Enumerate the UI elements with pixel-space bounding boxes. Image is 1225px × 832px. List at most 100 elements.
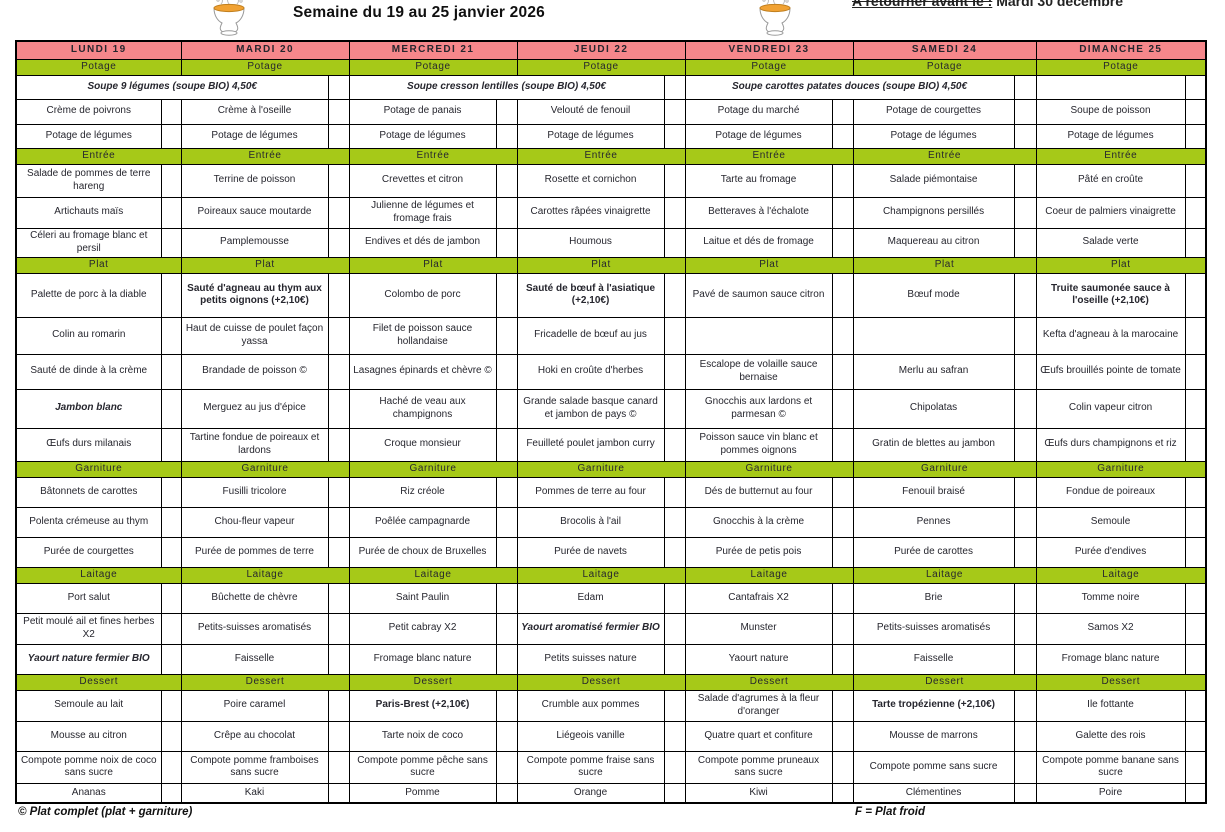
section-header: Garniture — [852, 460, 1037, 478]
menu-cell: Fondue de poireaux — [1035, 476, 1186, 508]
menu-row: Ananas Kaki Pomme Orange Kiwi Clémentines Poir… — [15, 782, 1207, 804]
section-header: Potage — [516, 58, 686, 76]
order-cell — [831, 643, 854, 675]
order-cell — [663, 720, 686, 752]
menu-cell: Potage de légumes — [15, 123, 162, 149]
menu-cell: Pâté en croûte — [1035, 163, 1186, 198]
order-cell — [663, 163, 686, 198]
menu-cell: Tarte au fromage — [684, 163, 833, 198]
menu-table: LUNDI 19 MARDI 20 MERCREDI 21 JEUDI 22 VENDR… — [15, 40, 1208, 804]
menu-cell: Fromage blanc nature — [348, 643, 497, 675]
menu-cell: Pommes de terre au four — [516, 476, 665, 508]
menu-row: LUNDI 19 MARDI 20 MERCREDI 21 JEUDI 22 VENDR… — [15, 40, 1207, 60]
menu-cell: Compote pomme framboises sans sucre — [180, 750, 329, 784]
order-cell — [495, 316, 518, 355]
order-cell — [1184, 353, 1207, 390]
menu-cell: Carottes râpées vinaigrette — [516, 196, 665, 229]
menu-row: Potage Potage Potage Potage Potage Potage Pota… — [15, 58, 1207, 76]
order-cell — [1013, 427, 1037, 462]
order-cell — [327, 582, 350, 614]
menu-row: Bâtonnets de carottes Fusilli tricolore Ri… — [15, 476, 1207, 508]
order-cell — [160, 782, 182, 804]
order-cell — [495, 272, 518, 318]
menu-cell: Compote pomme fraise sans sucre — [516, 750, 665, 784]
order-cell — [160, 476, 182, 508]
section-header: Plat — [684, 256, 854, 274]
order-cell — [495, 536, 518, 568]
menu-cell: Edam — [516, 582, 665, 614]
order-cell — [327, 196, 350, 229]
order-cell — [1013, 720, 1037, 752]
order-cell — [495, 506, 518, 538]
order-cell — [1184, 750, 1207, 784]
section-header: Plat — [348, 256, 518, 274]
menu-row: Dessert Dessert Dessert Dessert Dessert Desse… — [15, 673, 1207, 691]
section-header: Dessert — [348, 673, 518, 691]
order-cell — [1013, 782, 1037, 804]
order-cell — [831, 123, 854, 149]
order-cell — [663, 427, 686, 462]
menu-row: Sauté de dinde à la crème Brandade de poi… — [15, 353, 1207, 390]
order-cell — [327, 163, 350, 198]
order-cell — [160, 582, 182, 614]
menu-row: Polenta crémeuse au thym Chou-fleur vapeu… — [15, 506, 1207, 538]
legend-plat-complet: © Plat complet (plat + garniture) — [18, 806, 193, 818]
order-cell — [327, 123, 350, 149]
menu-cell: Velouté de fenouil — [516, 98, 665, 125]
soup-bio-cell: Soupe carottes patates douces (soupe BIO… — [684, 74, 1015, 100]
menu-row: Artichauts maïs Poireaux sauce moutarde Ju… — [15, 196, 1207, 229]
order-cell — [327, 272, 350, 318]
menu-cell: Port salut — [15, 582, 162, 614]
menu-cell: Brocolis à l'ail — [516, 506, 665, 538]
soup-tureen-icon — [205, 0, 257, 38]
menu-row: Mousse au citron Crêpe au chocolat Tarte n… — [15, 720, 1207, 752]
order-cell — [1184, 316, 1207, 355]
order-cell — [1013, 643, 1037, 675]
soup-tureen-icon — [213, 0, 245, 36]
order-cell — [160, 353, 182, 390]
order-cell — [327, 506, 350, 538]
menu-cell: Bœuf mode — [852, 272, 1015, 318]
order-cell — [327, 720, 350, 752]
menu-cell: Clémentines — [852, 782, 1015, 804]
return-note-date: Mardi 30 décembre — [996, 0, 1124, 9]
menu-cell: Sauté de dinde à la crème — [15, 353, 162, 390]
order-cell — [831, 782, 854, 804]
order-cell — [831, 506, 854, 538]
order-cell — [1184, 720, 1207, 752]
order-cell — [831, 163, 854, 198]
menu-cell: Œufs durs champignons et riz — [1035, 427, 1186, 462]
menu-cell: Samos X2 — [1035, 612, 1186, 645]
menu-row: Céleri au fromage blanc et persil Pamplem… — [15, 227, 1207, 258]
menu-cell: Saint Paulin — [348, 582, 497, 614]
menu-cell: Potage de légumes — [852, 123, 1015, 149]
menu-cell: Grande salade basque canard et jambon de… — [516, 388, 665, 429]
menu-cell: Kaki — [180, 782, 329, 804]
order-cell — [1184, 643, 1207, 675]
menu-cell: Potage de légumes — [180, 123, 329, 149]
order-cell — [1013, 689, 1037, 722]
menu-cell: Crème à l'oseille — [180, 98, 329, 125]
order-cell — [1184, 506, 1207, 538]
menu-cell: Tartine fondue de poireaux et lardons — [180, 427, 329, 462]
soup-bio-cell: Soupe 9 légumes (soupe BIO) 4,50€ — [15, 74, 329, 100]
order-cell — [831, 316, 854, 355]
order-cell — [160, 196, 182, 229]
menu-row: Port salut Bûchette de chèvre Saint Paulin… — [15, 582, 1207, 614]
order-cell — [160, 427, 182, 462]
section-header: Garniture — [15, 460, 182, 478]
order-cell — [831, 536, 854, 568]
order-cell — [495, 476, 518, 508]
menu-cell: Galette des rois — [1035, 720, 1186, 752]
soup-tureen-icon — [759, 0, 791, 36]
order-cell — [327, 227, 350, 258]
menu-row: Plat Plat Plat Plat Plat Plat Plat — [15, 256, 1207, 274]
menu-cell: Kefta d'agneau à la marocaine — [1035, 316, 1186, 355]
menu-cell: Œufs brouillés pointe de tomate — [1035, 353, 1186, 390]
order-cell — [831, 612, 854, 645]
section-header: Plat — [180, 256, 350, 274]
order-cell — [1184, 272, 1207, 318]
menu-cell: Pamplemousse — [180, 227, 329, 258]
return-deadline-note: A retourner avant le : Mardi 30 décembre — [852, 0, 1222, 11]
menu-cell: Fenouil braisé — [852, 476, 1015, 508]
